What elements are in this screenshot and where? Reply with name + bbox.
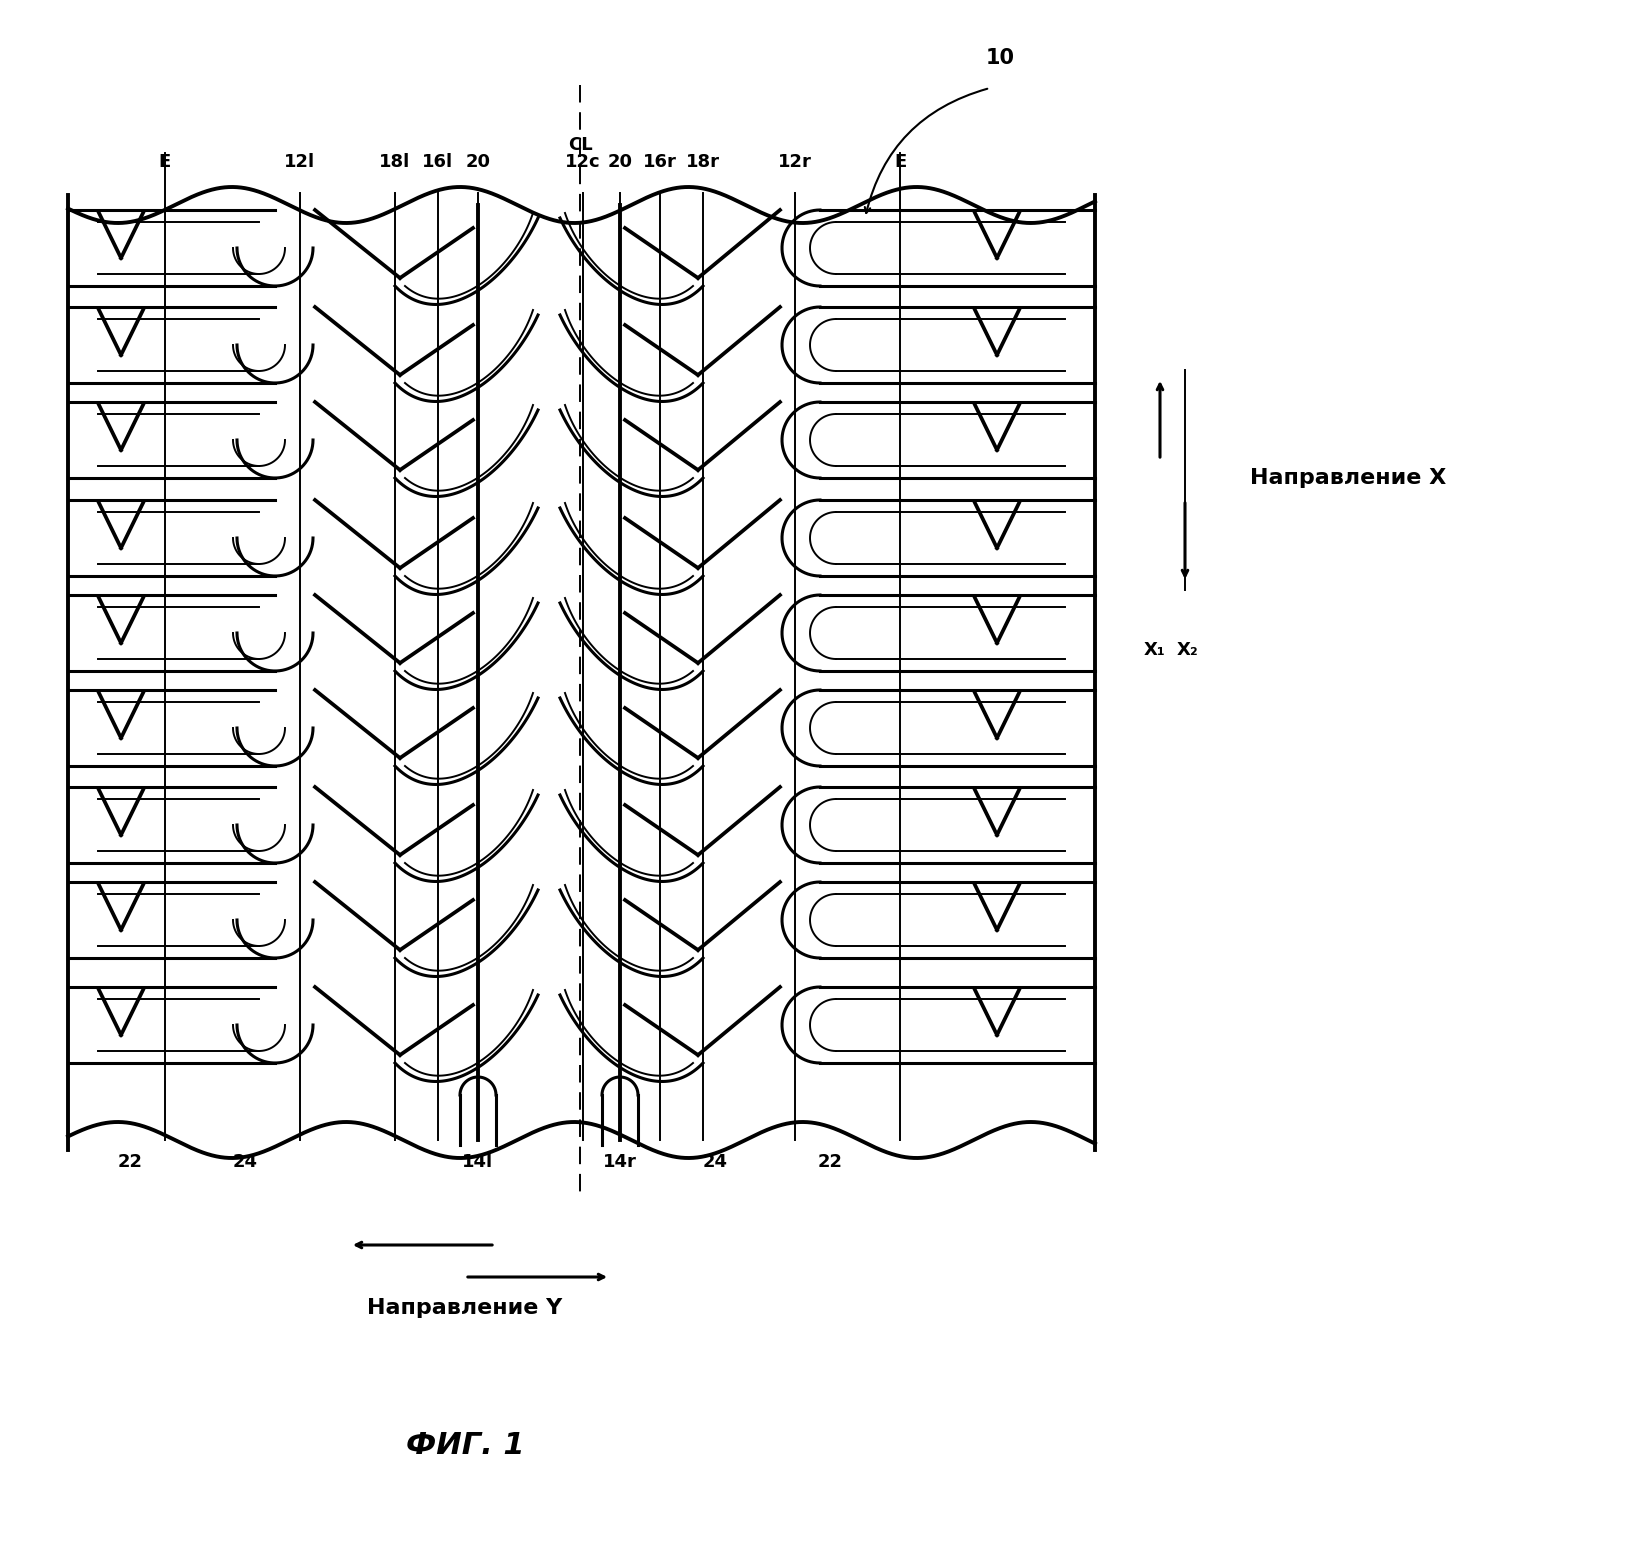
Text: 22: 22 — [818, 1154, 842, 1171]
Text: 14l: 14l — [462, 1154, 493, 1171]
Text: E: E — [158, 153, 171, 171]
Text: 18l: 18l — [379, 153, 411, 171]
Text: Направление X: Направление X — [1250, 469, 1446, 487]
Text: 24: 24 — [232, 1154, 258, 1171]
Text: X₂: X₂ — [1177, 641, 1200, 659]
Text: X₁: X₁ — [1144, 641, 1165, 659]
Text: ФИГ. 1: ФИГ. 1 — [406, 1431, 524, 1459]
Text: 12r: 12r — [778, 153, 813, 171]
Text: 20: 20 — [607, 153, 633, 171]
Text: 12c: 12c — [565, 153, 601, 171]
Text: Направление Y: Направление Y — [367, 1299, 563, 1317]
Text: 16l: 16l — [423, 153, 454, 171]
Text: 22: 22 — [118, 1154, 142, 1171]
Text: 18r: 18r — [685, 153, 720, 171]
Text: 12l: 12l — [284, 153, 315, 171]
Text: 14r: 14r — [604, 1154, 636, 1171]
Text: CL: CL — [568, 135, 592, 154]
Text: 10: 10 — [986, 48, 1015, 69]
Text: 16r: 16r — [643, 153, 677, 171]
Text: 20: 20 — [465, 153, 491, 171]
Text: 24: 24 — [702, 1154, 728, 1171]
Text: E: E — [894, 153, 906, 171]
